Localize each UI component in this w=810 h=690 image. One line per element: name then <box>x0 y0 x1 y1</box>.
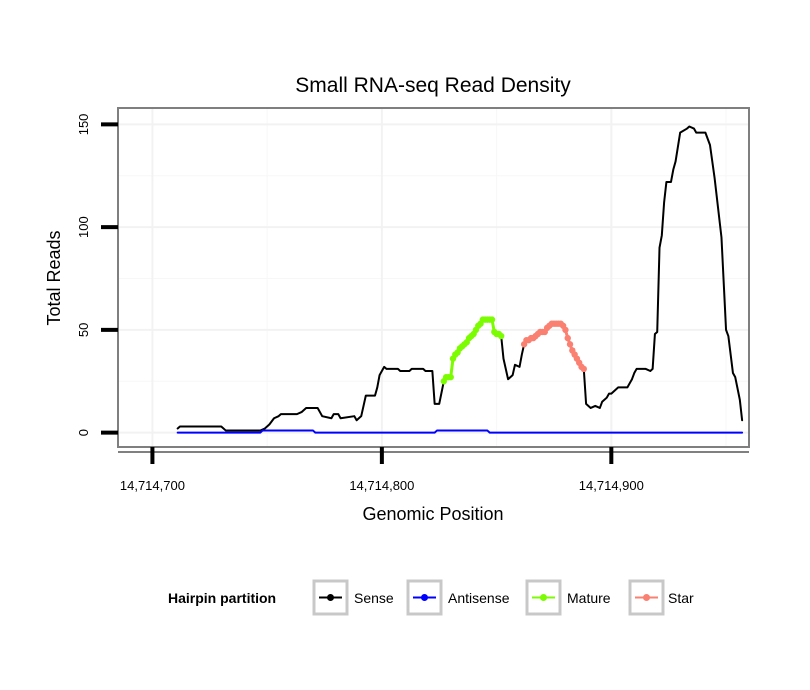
x-tick-label: 14,714,800 <box>349 478 414 493</box>
legend-label-star: Star <box>668 590 694 606</box>
star-point <box>564 334 571 342</box>
x-axis: 14,714,700 14,714,800 14,714,900 <box>118 447 749 493</box>
legend-entry-sense: Sense <box>312 579 394 616</box>
legend-key-point <box>421 594 428 601</box>
chart-title: Small RNA-seq Read Density <box>295 74 571 97</box>
x-tick-label: 14,714,700 <box>120 478 185 493</box>
legend-entry-star: Star <box>628 579 694 616</box>
y-axis-label: Total Reads <box>44 230 64 325</box>
legend: Hairpin partition Sense Antisense Mature St… <box>168 579 694 616</box>
antisense-series-line <box>176 429 744 434</box>
series-layer <box>176 125 744 434</box>
star-point <box>580 365 587 373</box>
y-tick-label: 50 <box>76 323 91 337</box>
legend-entry-antisense: Antisense <box>406 579 510 616</box>
sense-series-line <box>176 125 744 432</box>
plot-panel-border <box>117 107 750 448</box>
legend-label-antisense: Antisense <box>448 590 510 606</box>
y-tick-label: 0 <box>76 429 91 436</box>
legend-entry-mature: Mature <box>525 579 611 616</box>
x-axis-label: Genomic Position <box>362 504 503 524</box>
mature-point <box>497 332 505 340</box>
legend-label-sense: Sense <box>354 590 394 606</box>
star-point <box>562 326 569 334</box>
legend-key-point <box>643 594 650 601</box>
y-tick-label: 100 <box>76 216 91 238</box>
mature-point <box>488 316 496 323</box>
star-point <box>566 341 574 348</box>
legend-key-point <box>540 594 547 601</box>
y-tick-label: 150 <box>76 114 91 136</box>
x-tick-label: 14,714,900 <box>579 478 644 493</box>
legend-key-point <box>327 594 334 601</box>
y-axis: 0 50 100 150 <box>76 114 118 436</box>
mature-point <box>447 373 454 381</box>
legend-title: Hairpin partition <box>168 590 276 606</box>
legend-label-mature: Mature <box>567 590 611 606</box>
mature-series-line <box>442 318 503 383</box>
